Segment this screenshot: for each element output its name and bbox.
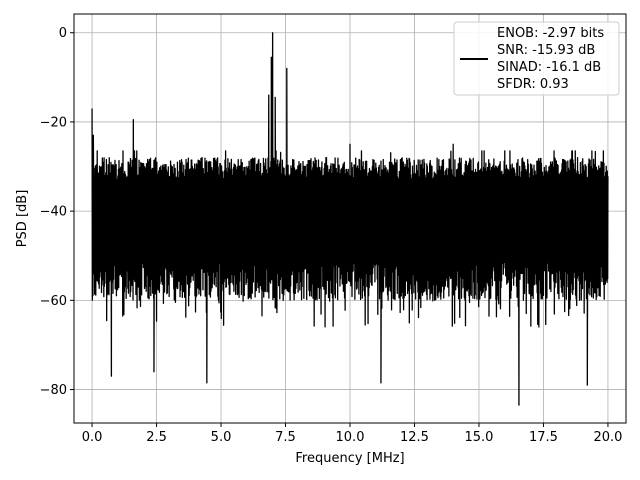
x-tick-label: 15.0 [464, 430, 493, 445]
y-axis-label: PSD [dB] [15, 190, 30, 248]
x-tick-label: 5.0 [211, 430, 232, 445]
psd-series [91, 32, 609, 406]
x-tick-label: 2.5 [146, 430, 167, 445]
x-tick-label: 10.0 [336, 430, 365, 445]
legend-entry-snr: SNR: -15.93 dB [497, 43, 595, 58]
legend-entry-enob: ENOB: -2.97 bits [497, 26, 604, 41]
psd-series-line [91, 32, 609, 406]
y-tick-label: −40 [40, 205, 67, 220]
x-axis-label: Frequency [MHz] [295, 451, 404, 466]
legend-entry-sfdr: SFDR: 0.93 [497, 77, 569, 92]
y-tick-label: 0 [59, 26, 67, 41]
axis-ticks: 0.0 2.5 5.0 7.5 10.0 12.5 15.0 17.5 20.0 0 −20 −40 −… [40, 26, 623, 445]
x-tick-label: 20.0 [593, 430, 622, 445]
x-tick-label: 17.5 [529, 430, 558, 445]
legend-box [453, 21, 620, 96]
x-tick-label: 7.5 [275, 430, 296, 445]
legend: ENOB: -2.97 bits SNR: -15.93 dB SINAD: -… [453, 21, 620, 96]
y-tick-label: −60 [40, 294, 67, 309]
y-tick-label: −20 [40, 115, 67, 130]
legend-entry-sinad: SINAD: -16.1 dB [497, 60, 601, 75]
x-tick-label: 12.5 [400, 430, 429, 445]
y-tick-label: −80 [40, 383, 67, 398]
x-tick-label: 0.0 [82, 430, 103, 445]
